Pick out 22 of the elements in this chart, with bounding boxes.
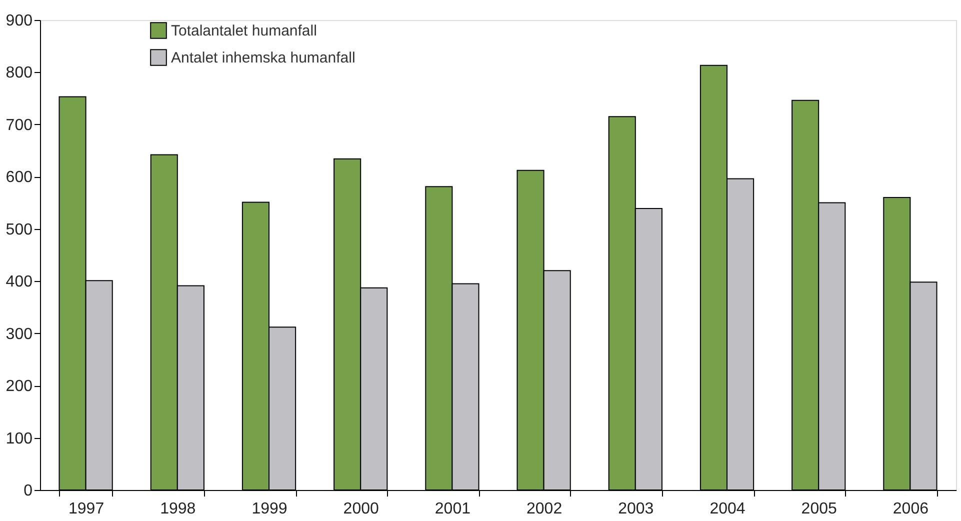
x-tick-label: 1999 [252,500,288,518]
y-tick-label: 200 [6,378,33,396]
y-tick-label: 700 [6,116,33,134]
legend-label: Antalet inhemska humanfall [171,50,356,66]
y-tick-label: 100 [6,430,33,448]
x-tick-label: 2000 [343,500,379,518]
x-tick-label: 2001 [434,500,471,518]
y-tick-label: 500 [6,221,33,238]
y-tick-label: 900 [6,12,33,30]
x-tick-label: 2002 [526,500,562,518]
y-tick-label: 600 [6,169,33,186]
x-tick-label: 1998 [160,500,196,518]
x-tick-label: 1997 [68,500,104,518]
y-tick-label: 300 [6,326,33,343]
y-tick-label: 800 [6,64,33,82]
y-tick-label: 400 [6,274,33,291]
legend-label: Totalantalet humanfall [171,22,317,40]
x-tick-label: 2006 [892,500,929,518]
x-tick-label: 2005 [801,500,837,518]
x-tick-label: 2003 [618,500,654,518]
x-tick-label: 2004 [710,500,746,518]
y-tick-label: 0 [24,482,33,500]
